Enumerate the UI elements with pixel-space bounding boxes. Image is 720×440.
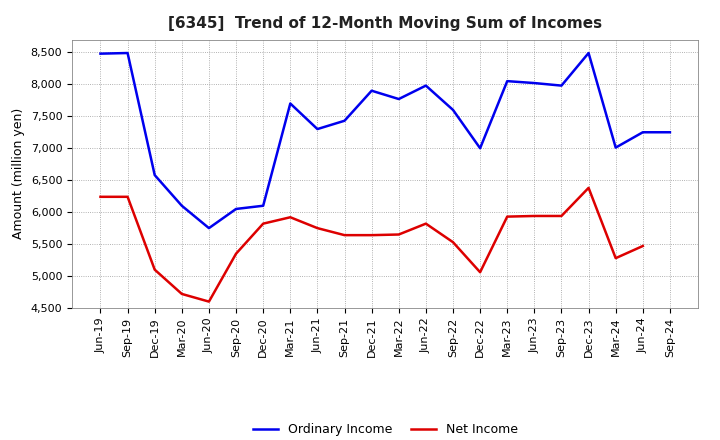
Ordinary Income [639, 130, 647, 135]
Ordinary Income [313, 126, 322, 132]
Title: [6345]  Trend of 12-Month Moving Sum of Incomes: [6345] Trend of 12-Month Moving Sum of I… [168, 16, 602, 32]
Legend: Ordinary Income, Net Income: Ordinary Income, Net Income [248, 418, 523, 440]
Ordinary Income [557, 83, 566, 88]
Net Income [611, 256, 620, 261]
Ordinary Income [584, 51, 593, 56]
Ordinary Income [395, 96, 403, 102]
Line: Net Income: Net Income [101, 188, 643, 301]
Net Income [449, 239, 457, 245]
Net Income [584, 185, 593, 191]
Net Income [341, 232, 349, 238]
Net Income [313, 225, 322, 231]
Net Income [286, 215, 294, 220]
Net Income [259, 221, 268, 226]
Net Income [204, 299, 213, 304]
Ordinary Income [421, 83, 430, 88]
Ordinary Income [96, 51, 105, 56]
Net Income [503, 214, 511, 219]
Line: Ordinary Income: Ordinary Income [101, 53, 670, 228]
Net Income [367, 232, 376, 238]
Net Income [96, 194, 105, 199]
Net Income [178, 291, 186, 297]
Ordinary Income [232, 206, 240, 212]
Net Income [639, 243, 647, 249]
Ordinary Income [503, 78, 511, 84]
Net Income [150, 267, 159, 272]
Net Income [123, 194, 132, 199]
Ordinary Income [204, 225, 213, 231]
Ordinary Income [611, 145, 620, 150]
Ordinary Income [286, 101, 294, 106]
Ordinary Income [449, 107, 457, 113]
Net Income [232, 251, 240, 257]
Net Income [395, 232, 403, 237]
Ordinary Income [530, 81, 539, 86]
Ordinary Income [665, 130, 674, 135]
Net Income [476, 270, 485, 275]
Ordinary Income [178, 203, 186, 209]
Ordinary Income [476, 146, 485, 151]
Ordinary Income [150, 172, 159, 178]
Ordinary Income [123, 51, 132, 56]
Ordinary Income [367, 88, 376, 93]
Net Income [421, 221, 430, 226]
Ordinary Income [259, 203, 268, 209]
Ordinary Income [341, 118, 349, 123]
Net Income [530, 213, 539, 219]
Y-axis label: Amount (million yen): Amount (million yen) [12, 108, 25, 239]
Net Income [557, 213, 566, 219]
